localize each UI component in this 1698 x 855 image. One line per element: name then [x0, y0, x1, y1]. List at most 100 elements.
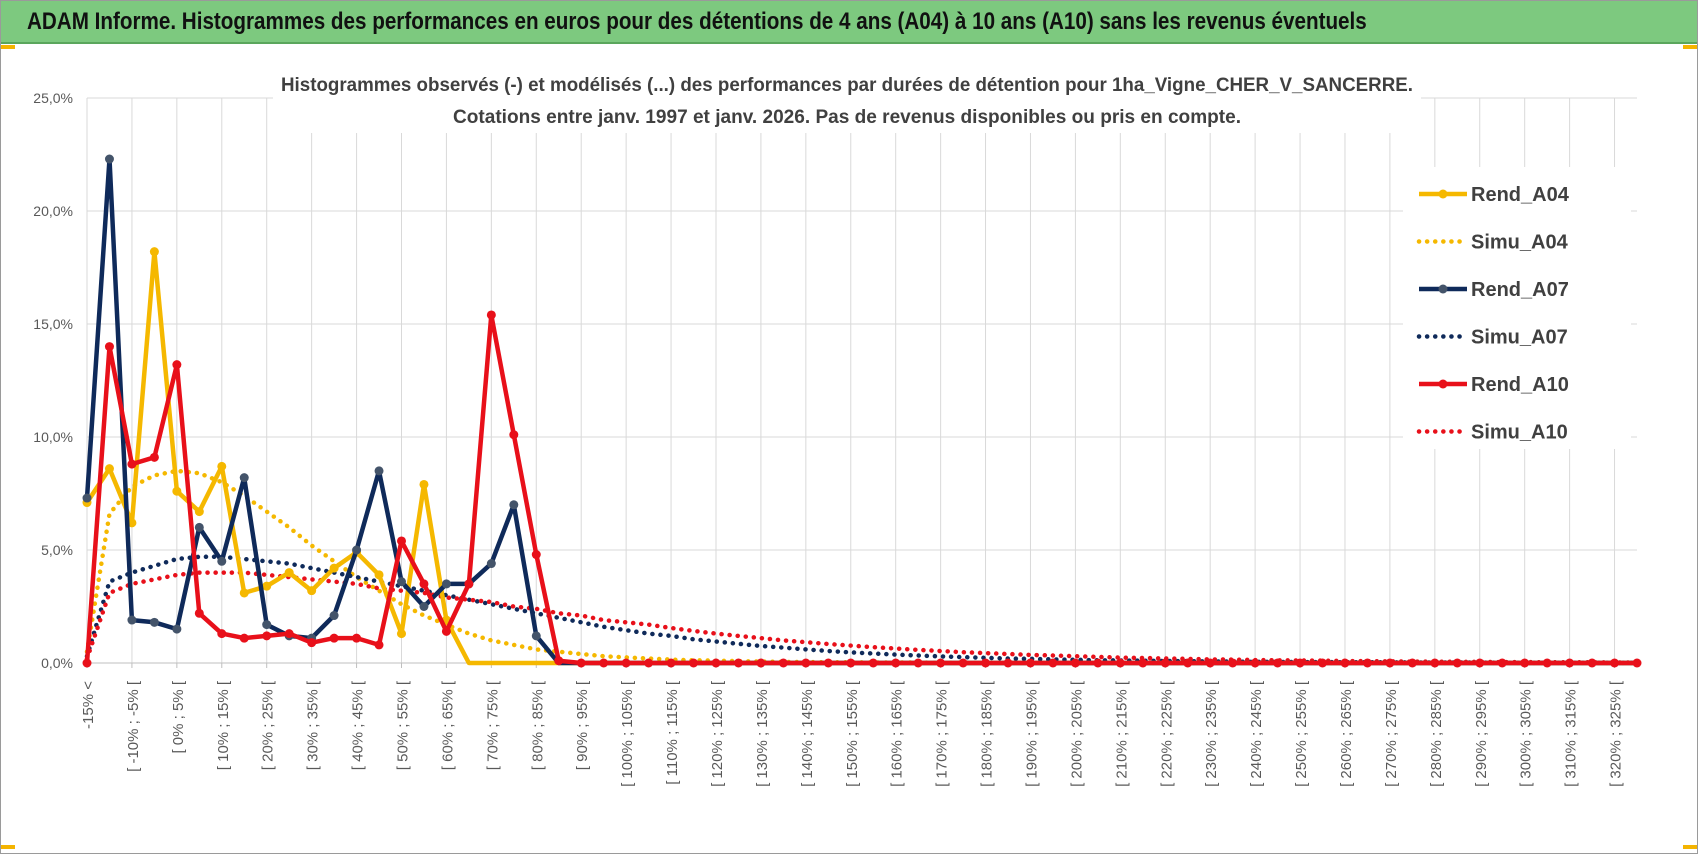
data-point — [82, 658, 92, 668]
data-point — [644, 658, 654, 668]
x-tick-label: [ 100% ; 105% [ — [619, 680, 636, 787]
x-axis: -15% < [ -10% ; -5% [[ 0% ; 5% [[ 10% ; 1… — [80, 662, 1637, 787]
data-point — [823, 658, 833, 668]
data-point — [217, 461, 227, 471]
data-point — [1183, 658, 1193, 668]
x-tick-label: [ 300% ; 305% [ — [1518, 680, 1535, 787]
x-tick-label: -15% < — [80, 681, 97, 729]
data-point — [262, 620, 272, 630]
data-point — [396, 536, 406, 546]
data-point — [801, 658, 811, 668]
legend-item: Rend_A07 — [1419, 279, 1569, 301]
data-point — [149, 452, 159, 462]
data-point — [1340, 658, 1350, 668]
data-point — [217, 556, 227, 566]
legend-box — [1403, 167, 1631, 449]
series-line-Rend_A10 — [84, 312, 1637, 666]
x-tick-label: [ 280% ; 285% [ — [1428, 680, 1445, 787]
data-point — [374, 466, 384, 476]
data-point — [1475, 658, 1485, 668]
data-point — [1295, 658, 1305, 668]
series-Simu_A10 — [84, 570, 1640, 665]
x-tick-label: [ 230% ; 235% [ — [1203, 680, 1220, 787]
data-point — [1362, 658, 1372, 668]
data-point — [1632, 658, 1642, 668]
y-tick-label: 10,0% — [33, 429, 73, 445]
data-point — [1228, 658, 1238, 668]
x-tick-label: [ 60% ; 65% [ — [439, 680, 456, 770]
data-point — [374, 570, 384, 580]
x-tick-label: [ 190% ; 195% [ — [1023, 680, 1040, 787]
x-tick-label: [ 90% ; 95% [ — [574, 680, 591, 770]
data-point — [1385, 658, 1395, 668]
x-tick-label: [ 120% ; 125% [ — [709, 680, 726, 787]
legend-label: Simu_A10 — [1471, 422, 1568, 444]
data-point — [172, 486, 182, 496]
x-tick-label: [ 20% ; 25% [ — [260, 680, 277, 770]
series-line-Simu_A10 — [84, 570, 1640, 665]
data-point — [1497, 658, 1507, 668]
y-axis: 0,0% 5,0% 10,0% 15,0% 20,0% 25,0% — [33, 90, 73, 671]
chart-title-box: Histogrammes observés (-) et modélisés (… — [273, 63, 1421, 133]
data-point — [1430, 658, 1440, 668]
data-point — [104, 464, 114, 474]
x-tick-label: [ 220% ; 225% [ — [1158, 680, 1175, 787]
x-tick-label: [ -10% ; -5% [ — [125, 680, 142, 772]
data-point — [756, 658, 766, 668]
series-Simu_A07 — [84, 554, 1640, 666]
x-tick-label: [ 150% ; 155% [ — [844, 680, 861, 787]
data-point — [352, 633, 362, 643]
x-tick-label: [ 80% ; 85% [ — [529, 680, 546, 770]
data-point — [576, 658, 586, 668]
x-tick-label: [ 50% ; 55% [ — [394, 680, 411, 770]
data-point — [127, 459, 137, 469]
data-point — [1318, 658, 1328, 668]
data-point — [1138, 658, 1148, 668]
data-point — [936, 658, 946, 668]
data-point — [486, 559, 496, 569]
data-point — [396, 577, 406, 587]
y-tick-label: 25,0% — [33, 90, 73, 106]
chart-title-background — [273, 63, 1421, 133]
data-point — [239, 473, 249, 483]
data-point — [689, 658, 699, 668]
data-point — [464, 579, 474, 589]
x-tick-label: [ 250% ; 255% [ — [1293, 680, 1310, 787]
header-banner: ADAM Informe. Histogrammes des performan… — [1, 1, 1697, 44]
data-point — [307, 638, 317, 648]
data-point — [127, 615, 137, 625]
legend-item: Simu_A07 — [1416, 327, 1568, 349]
data-point — [1048, 658, 1058, 668]
legend-marker — [1438, 379, 1448, 389]
x-tick-label: [ 10% ; 15% [ — [215, 680, 232, 770]
data-point — [419, 602, 429, 611]
corner-mark — [1, 845, 15, 849]
data-point — [329, 633, 339, 643]
data-point — [284, 568, 294, 578]
legend-label: Rend_A10 — [1471, 374, 1569, 396]
data-point — [778, 658, 788, 668]
data-point — [666, 658, 676, 668]
data-point — [374, 640, 384, 650]
x-tick-label: [ 70% ; 75% [ — [484, 680, 501, 770]
data-point — [1542, 658, 1552, 668]
y-tick-label: 5,0% — [41, 542, 73, 558]
x-tick-label: [ 320% ; 325% [ — [1608, 680, 1625, 787]
data-point — [1003, 658, 1013, 668]
x-tick-label: [ 310% ; 315% [ — [1563, 680, 1580, 787]
data-point — [868, 658, 878, 668]
corner-mark — [1683, 845, 1697, 849]
data-point — [531, 550, 541, 560]
data-point — [172, 624, 182, 634]
data-point — [1520, 658, 1530, 668]
x-tick-label: [ 200% ; 205% [ — [1068, 680, 1085, 787]
data-point — [1093, 658, 1103, 668]
series-Simu_A04 — [84, 468, 1640, 666]
data-point — [1407, 658, 1417, 668]
data-point — [149, 247, 159, 257]
data-point — [1205, 658, 1215, 668]
data-point — [1250, 658, 1260, 668]
series-Rend_A10 — [82, 310, 1642, 668]
series-line-Simu_A07 — [84, 554, 1640, 666]
